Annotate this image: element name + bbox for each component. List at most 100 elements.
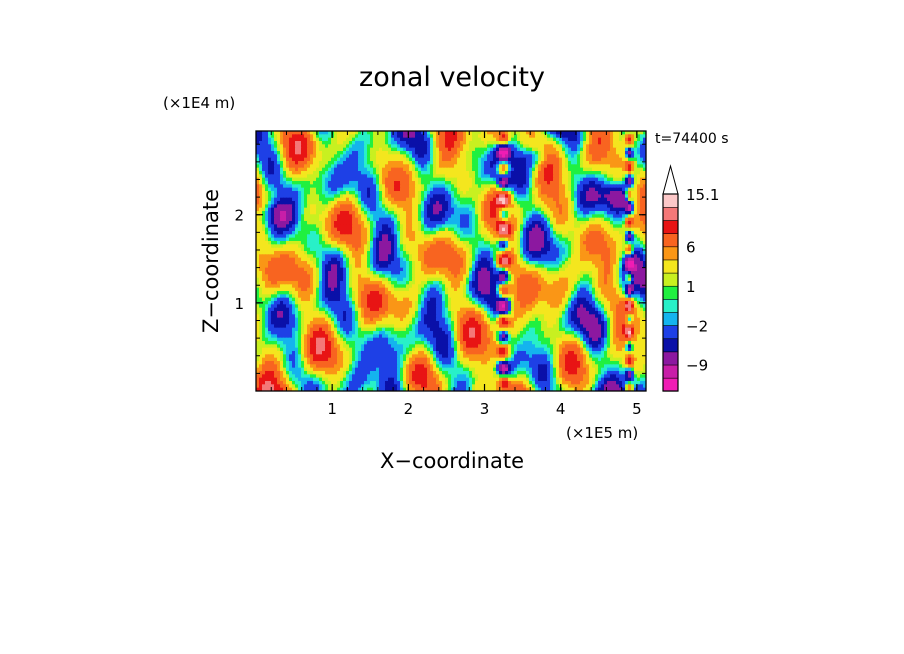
- field-cell: [475, 247, 479, 252]
- field-cell: [577, 221, 581, 225]
- field-cell: [457, 151, 461, 155]
- field-cell: [547, 217, 551, 222]
- field-cell: [508, 147, 512, 152]
- field-cell: [334, 204, 338, 209]
- field-cell: [607, 171, 611, 175]
- field-cell: [439, 234, 443, 239]
- field-cell: [298, 197, 302, 202]
- field-cell: [589, 207, 593, 212]
- field-cell: [598, 251, 602, 255]
- field-cell: [310, 204, 314, 209]
- field-cell: [295, 181, 299, 185]
- field-cell: [526, 241, 530, 245]
- field-cell: [445, 231, 449, 235]
- field-cell: [616, 194, 620, 199]
- field-cell: [499, 227, 503, 232]
- field-cell: [277, 187, 281, 192]
- field-cell: [484, 134, 488, 139]
- field-cell: [535, 187, 539, 192]
- field-cell: [559, 184, 563, 189]
- field-cell: [523, 154, 527, 159]
- field-cell: [439, 137, 443, 142]
- field-cell: [427, 251, 431, 255]
- field-cell: [262, 234, 266, 239]
- field-cell: [520, 137, 524, 142]
- field-cell: [526, 201, 530, 205]
- field-cell: [493, 147, 497, 152]
- field-cell: [274, 157, 278, 162]
- field-cell: [391, 247, 395, 252]
- field-cell: [499, 131, 503, 135]
- field-cell: [376, 201, 380, 205]
- field-cell: [370, 161, 374, 165]
- field-cell: [259, 197, 263, 202]
- field-cell: [268, 167, 272, 172]
- field-cell: [262, 214, 266, 219]
- field-cell: [496, 227, 500, 232]
- field-cell: [349, 194, 353, 199]
- field-cell: [292, 154, 296, 159]
- field-cell: [559, 224, 563, 229]
- field-cell: [259, 144, 263, 149]
- field-cell: [424, 231, 428, 235]
- field-cell: [259, 251, 263, 255]
- field-cell: [487, 211, 491, 215]
- field-cell: [517, 237, 521, 242]
- field-cell: [256, 171, 260, 175]
- field-cell: [595, 211, 599, 215]
- field-cell: [304, 197, 308, 202]
- field-cell: [337, 134, 341, 139]
- field-cell: [613, 247, 617, 252]
- field-cell: [499, 221, 503, 225]
- field-cell: [631, 207, 635, 212]
- field-cell: [520, 217, 524, 222]
- field-cell: [583, 171, 587, 175]
- field-cell: [361, 257, 365, 262]
- field-cell: [613, 224, 617, 229]
- field-cell: [349, 237, 353, 242]
- field-cell: [427, 224, 431, 229]
- field-cell: [514, 224, 518, 229]
- field-cell: [481, 191, 485, 195]
- field-cell: [379, 257, 383, 262]
- field-cell: [625, 174, 629, 179]
- field-cell: [388, 181, 392, 185]
- field-cell: [460, 147, 464, 152]
- field-cell: [343, 141, 347, 145]
- field-cell: [592, 227, 596, 232]
- field-cell: [496, 197, 500, 202]
- field-cell: [553, 211, 557, 215]
- field-cell: [310, 221, 314, 225]
- field-cell: [541, 234, 545, 239]
- field-cell: [436, 141, 440, 145]
- field-cell: [502, 141, 506, 145]
- field-cell: [439, 177, 443, 182]
- field-cell: [622, 181, 626, 185]
- field-cell: [397, 137, 401, 142]
- field-cell: [379, 137, 383, 142]
- field-cell: [640, 217, 644, 222]
- field-cell: [286, 137, 290, 142]
- field-cell: [550, 164, 554, 169]
- field-cell: [394, 244, 398, 249]
- field-cell: [280, 197, 284, 202]
- field-cell: [622, 141, 626, 145]
- field-cell: [472, 134, 476, 139]
- field-cell: [298, 131, 302, 135]
- field-cell: [289, 234, 293, 239]
- field-cell: [301, 227, 305, 232]
- field-cell: [295, 141, 299, 145]
- field-cell: [454, 224, 458, 229]
- field-cell: [436, 214, 440, 219]
- field-cell: [430, 134, 434, 139]
- field-cell: [283, 201, 287, 205]
- field-cell: [433, 237, 437, 242]
- field-cell: [604, 201, 608, 205]
- field-cell: [301, 211, 305, 215]
- field-cell: [463, 221, 467, 225]
- field-cell: [316, 211, 320, 215]
- field-cell: [298, 207, 302, 212]
- field-cell: [295, 177, 299, 182]
- field-cell: [457, 211, 461, 215]
- field-cell: [577, 234, 581, 239]
